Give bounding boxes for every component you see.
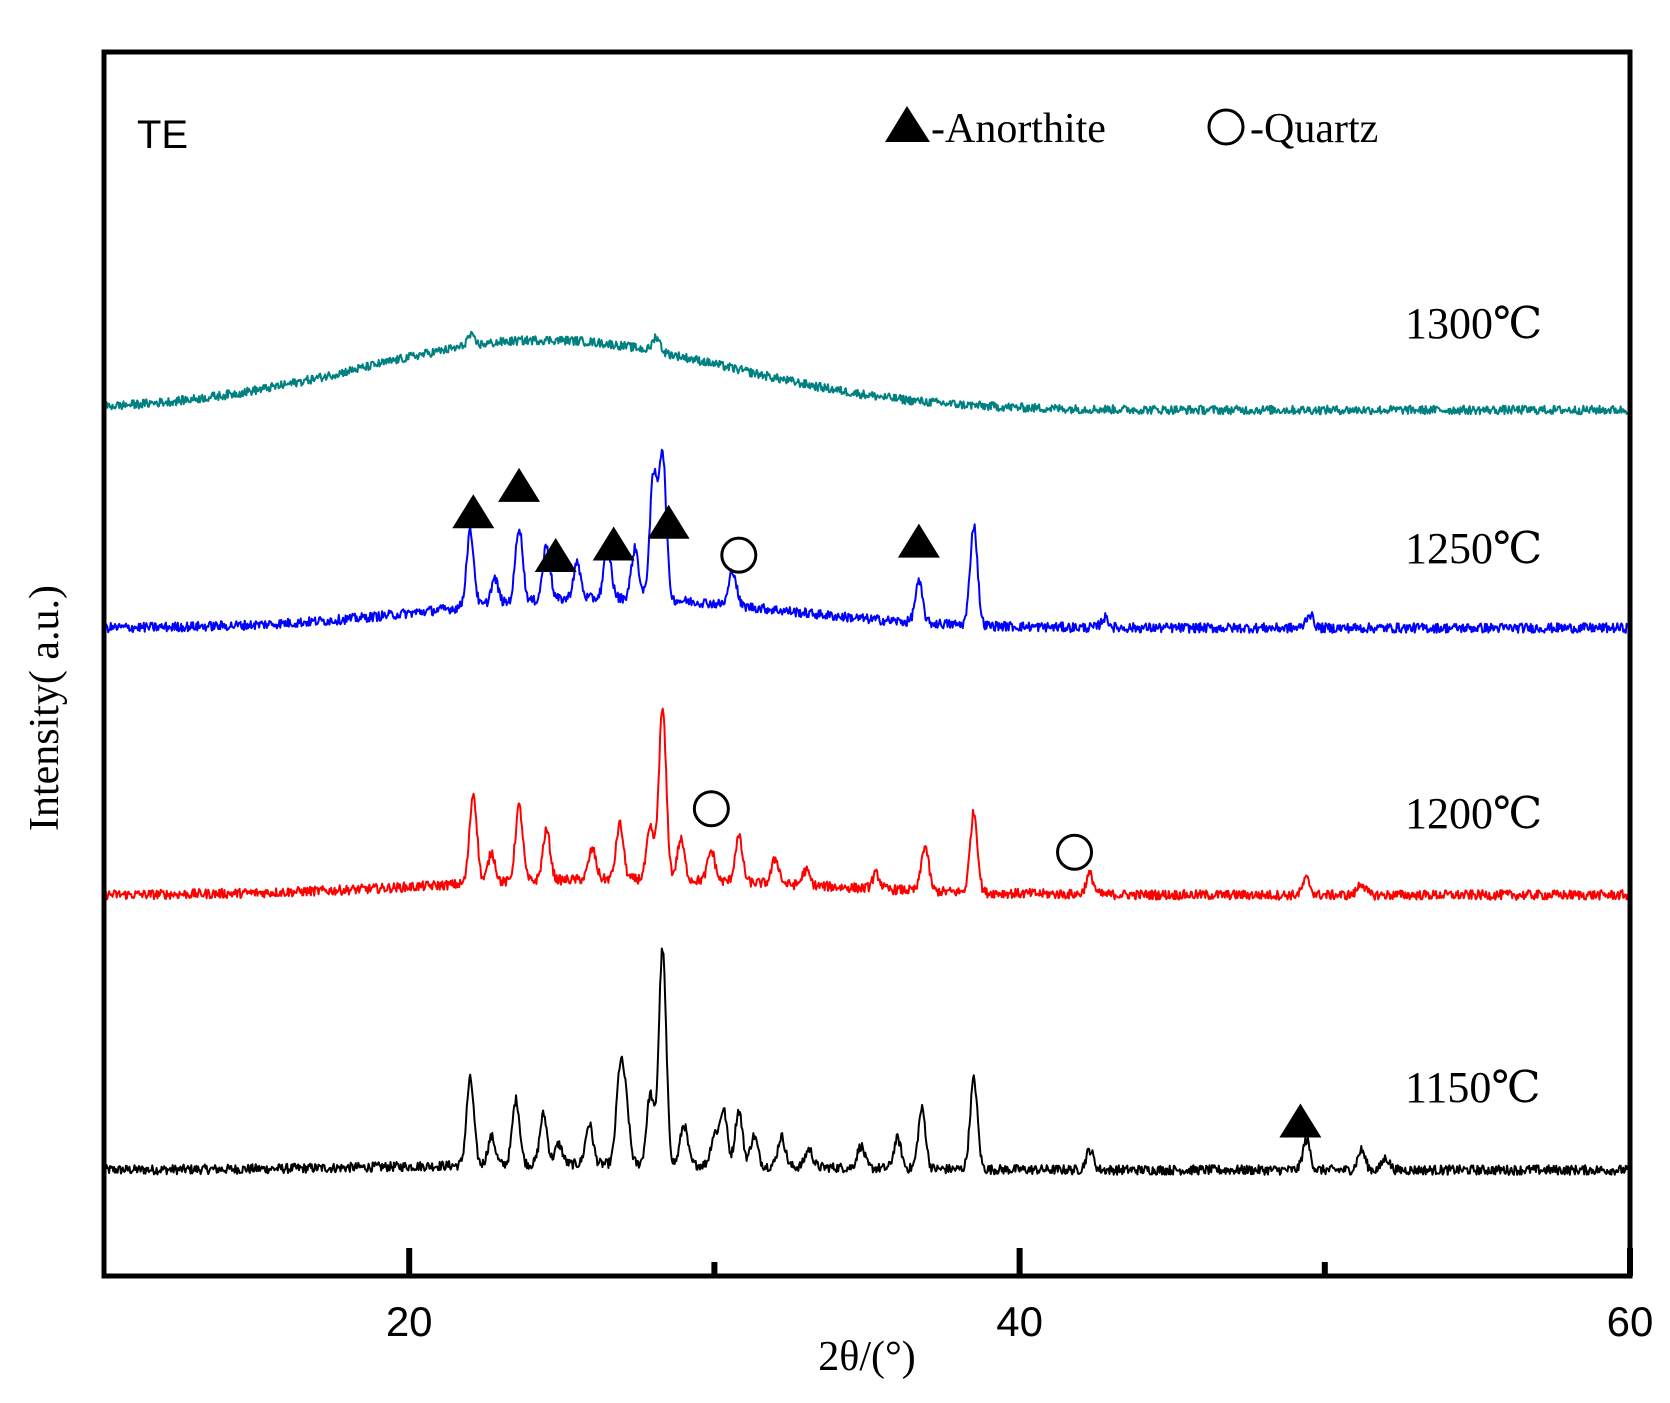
legend-quartz-label: -Quartz	[1250, 106, 1378, 152]
anorthite-marker-icon	[452, 494, 495, 529]
anorthite-marker-icon	[897, 523, 940, 558]
x-tick-label-20: 20	[386, 1298, 433, 1345]
series-labels: 1150℃ 1200℃ 1250℃ 1300℃	[1405, 299, 1542, 1112]
anorthite-marker-icon	[1279, 1103, 1322, 1138]
peak-annotations	[452, 467, 1322, 1138]
series-line-1250	[103, 448, 1631, 634]
x-tick-label-60: 60	[1607, 1298, 1654, 1345]
series-line-1300	[103, 330, 1631, 416]
anorthite-marker-icon	[647, 504, 690, 539]
anorthite-marker-icon	[592, 526, 635, 561]
anorthite-marker-icon	[534, 537, 577, 572]
series-layer	[103, 330, 1631, 1176]
series-label-1200: 1200℃	[1405, 789, 1542, 838]
legend-triangle-icon	[885, 106, 930, 142]
legend: -Anorthite -Quartz	[885, 106, 1378, 152]
series-line-1150	[103, 947, 1631, 1176]
quartz-marker-icon	[692, 790, 730, 828]
quartz-marker-icon	[720, 536, 758, 574]
x-axis: 20 40 60	[386, 1248, 1654, 1345]
quartz-marker-icon	[1056, 833, 1094, 871]
x-tick-label-40: 40	[996, 1298, 1043, 1345]
y-axis-label: Intensity( a.u.)	[22, 585, 68, 831]
anorthite-marker-icon	[498, 467, 541, 502]
legend-anorthite-label: -Anorthite	[931, 106, 1106, 152]
legend-circle-icon	[1207, 108, 1245, 146]
plot-frame	[101, 49, 1633, 1279]
series-line-1200	[103, 707, 1631, 901]
x-axis-label: 2θ/(°)	[818, 1334, 916, 1380]
panel-label: TE	[137, 113, 188, 157]
series-label-1150: 1150℃	[1405, 1063, 1541, 1112]
series-label-1250: 1250℃	[1405, 524, 1542, 573]
series-label-1300: 1300℃	[1405, 299, 1542, 348]
